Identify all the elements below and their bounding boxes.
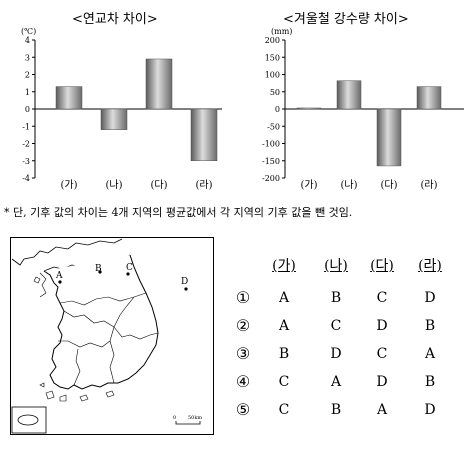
scale-distance: 50km <box>188 415 202 421</box>
y-tick-label: -150 <box>262 157 280 166</box>
x-category-label: (라) <box>195 179 212 191</box>
winter-precip-chart: (mm)200 150 100 50 0 -50 -100 -150 -200 (가) (나) (다)… <box>262 27 464 191</box>
y-axis-unit: (mm) <box>271 27 292 36</box>
y-tick-label: 0 <box>25 105 30 114</box>
answer-header-da: (다) <box>370 258 394 274</box>
option-value: A <box>278 318 290 334</box>
y-tick-label: -50 <box>267 122 280 131</box>
option-value: B <box>278 346 290 362</box>
option-value: A <box>278 290 290 306</box>
point-b-marker <box>98 270 102 274</box>
y-tick-label: 100 <box>265 71 280 80</box>
option-value: B <box>330 290 342 306</box>
annual-range-chart: (℃)4 3 2 1 0 -1 -2 -3 -4 (가) (나) (다) (라) <box>21 27 222 191</box>
option-value: C <box>376 290 388 306</box>
scale-zero: 0 <box>173 415 176 421</box>
point-d-marker <box>184 287 188 291</box>
answer-header-na: (나) <box>324 258 348 274</box>
scale-bar <box>175 421 201 425</box>
option-number: ② <box>235 316 251 335</box>
option-number: ③ <box>235 344 251 363</box>
option-value: A <box>376 402 388 418</box>
option-number: ① <box>235 288 251 307</box>
option-value: B <box>424 374 436 390</box>
province-boundary <box>63 310 115 328</box>
point-c-marker <box>126 272 130 276</box>
island <box>79 394 89 402</box>
province-boundary <box>113 326 159 340</box>
y-tick-label: 4 <box>25 36 30 45</box>
island <box>39 382 45 388</box>
option-value: C <box>278 374 290 390</box>
y-tick-label: -200 <box>262 174 280 183</box>
south-korea-outline <box>43 254 159 390</box>
option-value: C <box>278 402 290 418</box>
y-tick-label: -100 <box>262 140 280 149</box>
point-c-label: C <box>126 263 133 273</box>
x-category-label: (가) <box>300 179 317 191</box>
chart2-title: <겨울철 강수량 차이> <box>283 12 409 27</box>
option-value: D <box>376 374 388 390</box>
option-value: D <box>376 318 388 334</box>
answer-header-ra: (라) <box>418 258 442 274</box>
island <box>59 394 67 402</box>
bar-1 <box>296 107 322 110</box>
x-category-label: (다) <box>380 179 397 191</box>
y-tick-label: 200 <box>265 36 280 45</box>
y-tick-label: -4 <box>22 174 30 183</box>
island <box>33 276 41 284</box>
y-tick-label: -2 <box>22 140 30 149</box>
y-axis-unit: (℃) <box>21 27 36 36</box>
option-number: ④ <box>235 372 251 391</box>
option-value: D <box>424 290 436 306</box>
bar-3 <box>376 108 402 167</box>
point-a-marker <box>58 280 62 284</box>
province-boundary <box>113 296 135 328</box>
x-category-label: (나) <box>105 179 122 191</box>
option-value: D <box>424 402 436 418</box>
bar-2 <box>336 80 362 110</box>
point-d-label: D <box>181 277 188 287</box>
y-tick-label: 0 <box>275 105 280 114</box>
option-value: A <box>424 346 436 362</box>
x-category-label: (다) <box>150 179 167 191</box>
jeju-island <box>17 414 39 426</box>
y-tick-label: -1 <box>22 122 30 131</box>
option-value: C <box>330 318 342 334</box>
option-value: C <box>376 346 388 362</box>
island <box>105 390 115 398</box>
option-value: B <box>330 402 342 418</box>
y-tick-label: 150 <box>265 53 280 62</box>
x-category-label: (나) <box>340 179 357 191</box>
korea-map: A B C D 0 50km <box>10 237 214 435</box>
footnote: * 단, 기후 값의 차이는 4개 지역의 평균값에서 각 지역의 기후 값을 … <box>4 206 353 219</box>
north-korea-outline <box>11 238 123 266</box>
province-boundary <box>109 340 115 384</box>
x-category-label: (가) <box>60 179 77 191</box>
answer-header-ga: (가) <box>272 258 296 274</box>
option-value: B <box>424 318 436 334</box>
y-tick-label: 50 <box>270 88 280 97</box>
bar-4 <box>190 108 218 161</box>
x-category-label: (라) <box>420 179 437 191</box>
option-value: A <box>330 374 342 390</box>
bar-2 <box>100 108 128 130</box>
bar-3 <box>145 58 173 110</box>
y-tick-label: 3 <box>25 53 30 62</box>
province-boundary <box>39 272 47 298</box>
point-a-label: A <box>55 271 63 281</box>
jeju-inset <box>11 406 47 434</box>
island <box>45 390 55 400</box>
option-number: ⑤ <box>235 400 251 419</box>
y-tick-label: -3 <box>22 157 30 166</box>
y-tick-label: 1 <box>25 88 30 97</box>
option-value: D <box>330 346 342 362</box>
province-boundary <box>73 348 81 386</box>
province-boundary <box>59 292 147 306</box>
y-tick-label: 2 <box>25 71 30 80</box>
bar-4 <box>416 86 442 110</box>
point-b-label: B <box>95 264 102 274</box>
chart1-title: <연교차 차이> <box>72 12 158 27</box>
bar-1 <box>55 86 83 110</box>
